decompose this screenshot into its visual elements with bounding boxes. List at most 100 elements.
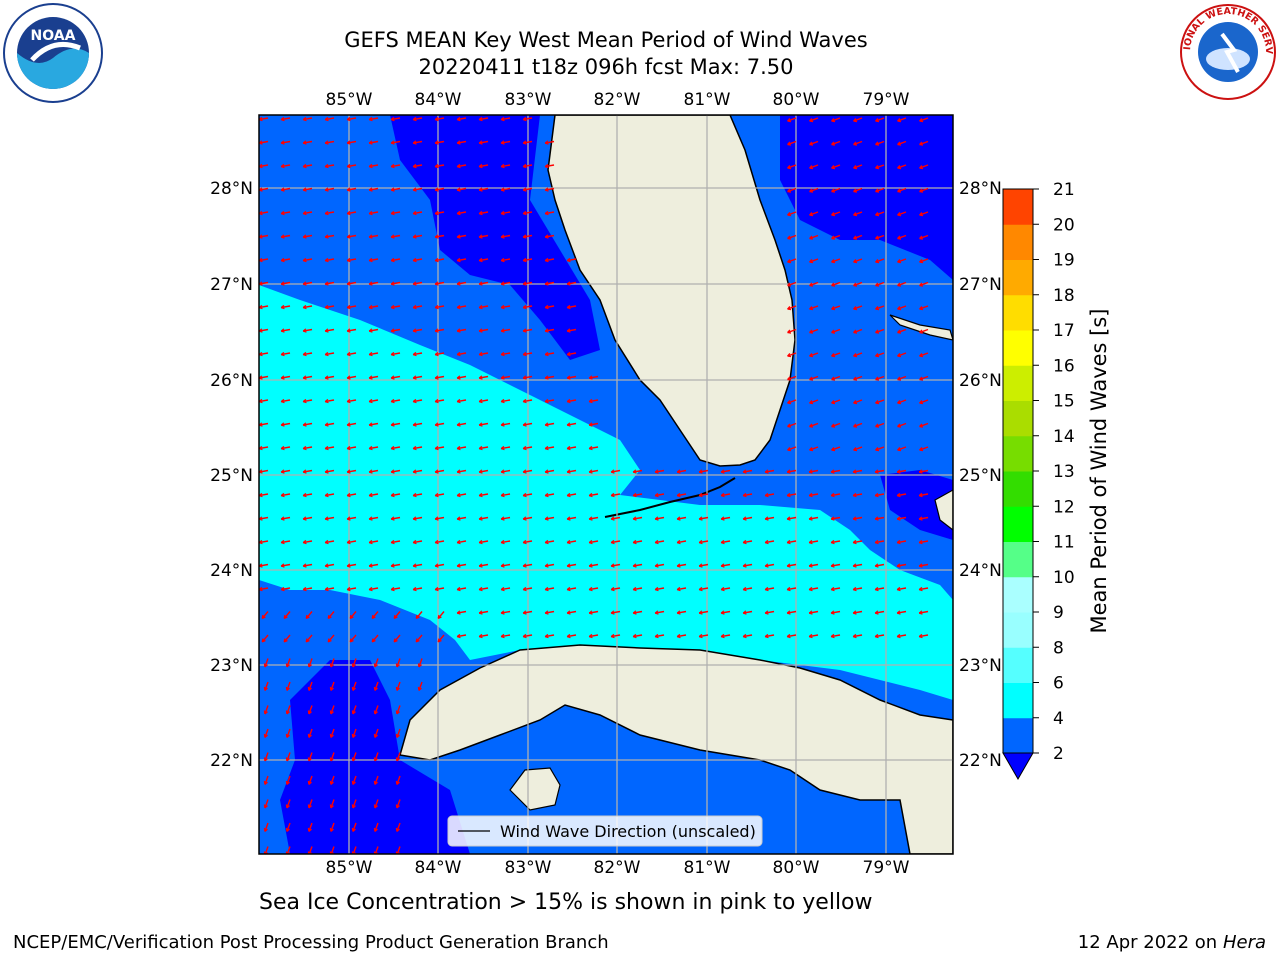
wind-arrow-head bbox=[874, 633, 879, 639]
wind-arrow-shaft bbox=[897, 281, 907, 287]
colorbar-segment bbox=[1003, 717, 1033, 754]
wind-arrow-head bbox=[566, 492, 571, 498]
wind-arrow-head bbox=[698, 469, 703, 474]
wind-arrow-head bbox=[875, 259, 880, 264]
wind-arrow-shaft bbox=[501, 516, 511, 520]
wind-arrow-shaft bbox=[393, 634, 401, 643]
wind-arrow-head bbox=[456, 210, 461, 216]
title-line-2: 20220411 t18z 096h fcst Max: 7.50 bbox=[418, 55, 794, 79]
wind-arrow-shaft bbox=[919, 164, 929, 169]
wind-arrow-head bbox=[919, 447, 924, 452]
wind-arrow-head bbox=[544, 610, 549, 615]
wind-arrow-head bbox=[346, 163, 351, 169]
wind-arrow-head bbox=[919, 353, 924, 358]
right-lat-tick-label: 23°N bbox=[959, 656, 1002, 676]
wind-arrow-head bbox=[544, 210, 549, 216]
wind-arrow-shaft bbox=[567, 328, 577, 332]
wind-arrow-head bbox=[874, 586, 879, 592]
wind-arrow-shaft bbox=[831, 258, 841, 263]
wind-arrow-head bbox=[285, 686, 290, 691]
wind-arrow-shaft bbox=[699, 493, 709, 497]
wind-arrow-head bbox=[610, 563, 615, 568]
wind-arrow-head bbox=[349, 638, 354, 643]
wind-arrow-head bbox=[500, 304, 505, 310]
wind-arrow-head bbox=[610, 469, 615, 474]
wind-arrow-shaft bbox=[413, 493, 423, 497]
wind-arrow-shaft bbox=[809, 516, 819, 520]
wind-arrow-shaft bbox=[897, 140, 907, 146]
wind-arrow-head bbox=[897, 259, 902, 264]
wind-arrow-shaft bbox=[374, 822, 379, 832]
wind-arrow-head bbox=[368, 351, 373, 357]
wind-arrow-head bbox=[478, 210, 483, 216]
wind-arrow-head bbox=[302, 469, 307, 474]
wind-arrow-head bbox=[853, 306, 858, 311]
wind-arrow-head bbox=[544, 539, 549, 545]
wind-arrow-shaft bbox=[677, 516, 687, 520]
wind-arrow-shaft bbox=[325, 540, 335, 544]
wind-arrow-shaft bbox=[281, 211, 291, 215]
wind-arrow-shaft bbox=[501, 352, 511, 356]
wind-arrow-shaft bbox=[501, 305, 511, 309]
wind-arrow-shaft bbox=[369, 281, 379, 285]
wind-arrow-shaft bbox=[853, 140, 863, 146]
wind-arrow-shaft bbox=[787, 234, 797, 240]
wind-arrow-shaft bbox=[391, 258, 401, 262]
wind-arrow-head bbox=[456, 586, 461, 592]
wind-arrow-shaft bbox=[897, 469, 907, 473]
wind-arrow-shaft bbox=[743, 634, 753, 638]
wind-arrow-head bbox=[588, 516, 593, 521]
wind-arrow-shaft bbox=[435, 540, 445, 544]
wind-arrow-shaft bbox=[523, 234, 533, 238]
wind-arrow-head bbox=[500, 422, 505, 427]
wind-arrow-shaft bbox=[919, 140, 929, 146]
wind-arrow-shaft bbox=[413, 187, 423, 191]
wind-arrow-head bbox=[412, 281, 417, 286]
wind-arrow-head bbox=[302, 539, 307, 545]
bottom-lon-tick-label: 81°W bbox=[684, 858, 731, 878]
wind-arrow-head bbox=[809, 447, 814, 452]
wind-arrow-shaft bbox=[281, 140, 291, 144]
wind-arrow-shaft bbox=[721, 469, 731, 473]
wind-arrow-head bbox=[897, 329, 902, 334]
wind-arrow-head bbox=[280, 304, 285, 310]
wind-arrow-head bbox=[742, 633, 747, 639]
wind-arrow-shaft bbox=[352, 728, 357, 738]
wind-arrow-head bbox=[852, 586, 857, 592]
wind-arrow-head bbox=[478, 586, 483, 592]
wind-arrow-shaft bbox=[413, 281, 423, 285]
wind-arrow-head bbox=[329, 827, 334, 832]
wind-arrow-head bbox=[434, 375, 439, 380]
wind-arrow-shaft bbox=[831, 305, 841, 310]
wind-arrow-head bbox=[434, 210, 439, 216]
wind-arrow-shaft bbox=[875, 305, 885, 310]
wind-arrow-shaft bbox=[330, 705, 335, 715]
wind-arrow-head bbox=[610, 610, 615, 615]
wind-arrow-head bbox=[261, 638, 266, 643]
wind-arrow-head bbox=[896, 633, 901, 639]
wind-arrow-shaft bbox=[325, 234, 335, 238]
wind-arrow-shaft bbox=[369, 117, 379, 121]
wind-arrow-shaft bbox=[374, 728, 379, 738]
wind-arrow-shaft bbox=[765, 634, 775, 638]
wind-arrow-head bbox=[918, 539, 923, 545]
wind-arrow-head bbox=[522, 375, 527, 380]
wind-arrow-shaft bbox=[875, 328, 885, 334]
wind-arrow-head bbox=[632, 563, 637, 568]
wind-arrow-head bbox=[720, 492, 725, 498]
wind-arrow-head bbox=[368, 398, 373, 404]
wind-arrow-shaft bbox=[787, 258, 797, 263]
wind-arrow-head bbox=[919, 141, 924, 146]
wind-arrow-head bbox=[412, 234, 417, 239]
wind-arrow-shaft bbox=[325, 258, 335, 262]
wind-arrow-head bbox=[831, 188, 836, 193]
wind-arrow-head bbox=[875, 165, 880, 170]
florida-land bbox=[547, 115, 796, 467]
wind-arrow-shaft bbox=[677, 563, 687, 567]
wind-arrow-head bbox=[875, 400, 880, 405]
wind-arrow-shaft bbox=[919, 117, 929, 122]
wind-arrow-head bbox=[787, 376, 792, 381]
wind-arrow-head bbox=[500, 398, 505, 404]
wind-arrow-shaft bbox=[369, 493, 379, 497]
wind-arrow-shaft bbox=[308, 681, 313, 691]
